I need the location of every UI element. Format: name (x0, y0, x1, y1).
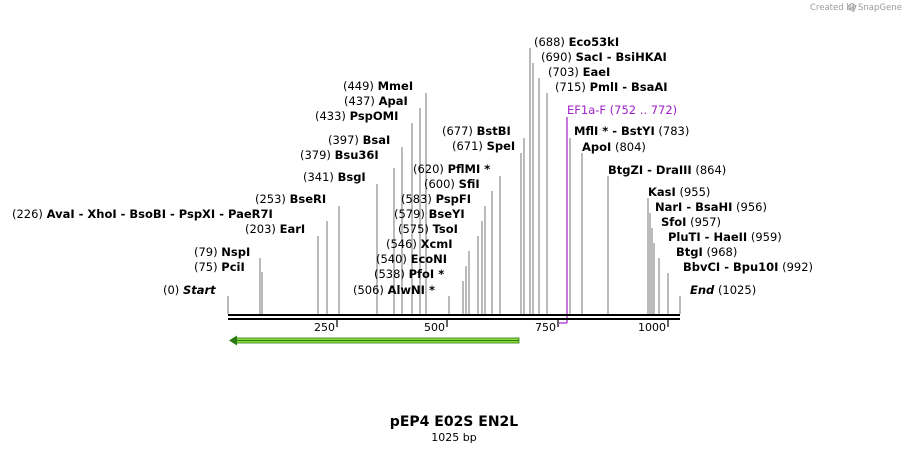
site-label[interactable]: (397) BsaI (328, 133, 390, 147)
site-label[interactable]: (715) PmlI - BsaAI (555, 80, 668, 94)
site-labels: (0) Start (75) PciI(79) NspI (203) EarI(22… (12, 35, 813, 297)
site-label[interactable]: (575) TsoI (398, 222, 458, 236)
site-label[interactable]: (79) NspI (194, 245, 250, 259)
site-label[interactable]: (620) PflMI * (413, 162, 490, 176)
axis-tick-label: 500 (424, 321, 445, 334)
site-label[interactable]: (690) SacI - BsiHKAI (541, 50, 667, 64)
credit-brand: SnapGene (858, 3, 902, 13)
site-leader-lines (227, 48, 681, 314)
axis-tick-label: 250 (314, 321, 335, 334)
axis-tick-label: 1000 (638, 321, 666, 334)
site-label[interactable]: (688) Eco53kI (534, 35, 619, 49)
sequence-backbone (228, 314, 680, 320)
site-label[interactable]: (583) PspFI (401, 192, 471, 206)
site-label[interactable]: (341) BsgI (303, 170, 366, 184)
site-label[interactable]: BtgZI - DraIII (864) (608, 163, 726, 177)
site-label[interactable]: (449) MmeI (343, 79, 413, 93)
site-label[interactable]: BbvCI - Bpu10I (992) (683, 260, 813, 274)
sequence-length: 1025 bp (431, 431, 476, 444)
site-label[interactable]: (203) EarI (245, 222, 305, 236)
site-label[interactable]: BtgI (968) (676, 245, 737, 259)
site-label[interactable]: End (1025) (690, 283, 756, 297)
sequence-title: pEP4 E02S EN2L (390, 414, 518, 430)
site-label[interactable]: SfoI (957) (661, 215, 721, 229)
primer-ef1a-f-marker[interactable] (559, 117, 568, 324)
snapgene-logo-icon (848, 3, 856, 11)
site-label[interactable]: (506) AlwNI * (353, 283, 435, 297)
site-label[interactable]: (540) EcoNI (376, 252, 447, 266)
site-label[interactable]: (0) Start (163, 283, 216, 297)
axis: 250 500 750 1000 (314, 320, 669, 334)
site-label[interactable]: MflI * - BstYI (783) (574, 124, 689, 138)
site-label[interactable]: (677) BstBI (442, 124, 511, 138)
site-label[interactable]: (671) SpeI (452, 139, 515, 153)
feature-arrow[interactable] (229, 335, 520, 346)
site-label[interactable]: (600) SfiI (424, 177, 480, 191)
site-label[interactable]: (579) BseYI (394, 207, 465, 221)
credit-prefix: Created by (810, 3, 857, 13)
site-label[interactable]: (703) EaeI (548, 65, 610, 79)
site-label[interactable]: (75) PciI (194, 260, 245, 274)
site-label[interactable]: ApoI (804) (582, 140, 646, 154)
site-label[interactable]: (226) AvaI - XhoI - BsoBI - PspXI - PaeR… (12, 207, 273, 221)
axis-tick-label: 750 (535, 321, 556, 334)
site-label[interactable]: (546) XcmI (386, 237, 453, 251)
site-label[interactable]: EF1a-F (752 .. 772) (567, 103, 677, 117)
site-label[interactable]: NarI - BsaHI (956) (655, 200, 767, 214)
site-label[interactable]: (437) ApaI (344, 94, 408, 108)
site-label[interactable]: (253) BseRI (255, 192, 326, 206)
site-label[interactable]: (379) Bsu36I (300, 148, 379, 162)
site-label[interactable]: KasI (955) (648, 185, 710, 199)
site-label[interactable]: PluTI - HaeII (959) (668, 230, 782, 244)
site-label[interactable]: (538) PfoI * (374, 267, 444, 281)
site-label[interactable]: (433) PspOMI (315, 109, 398, 123)
